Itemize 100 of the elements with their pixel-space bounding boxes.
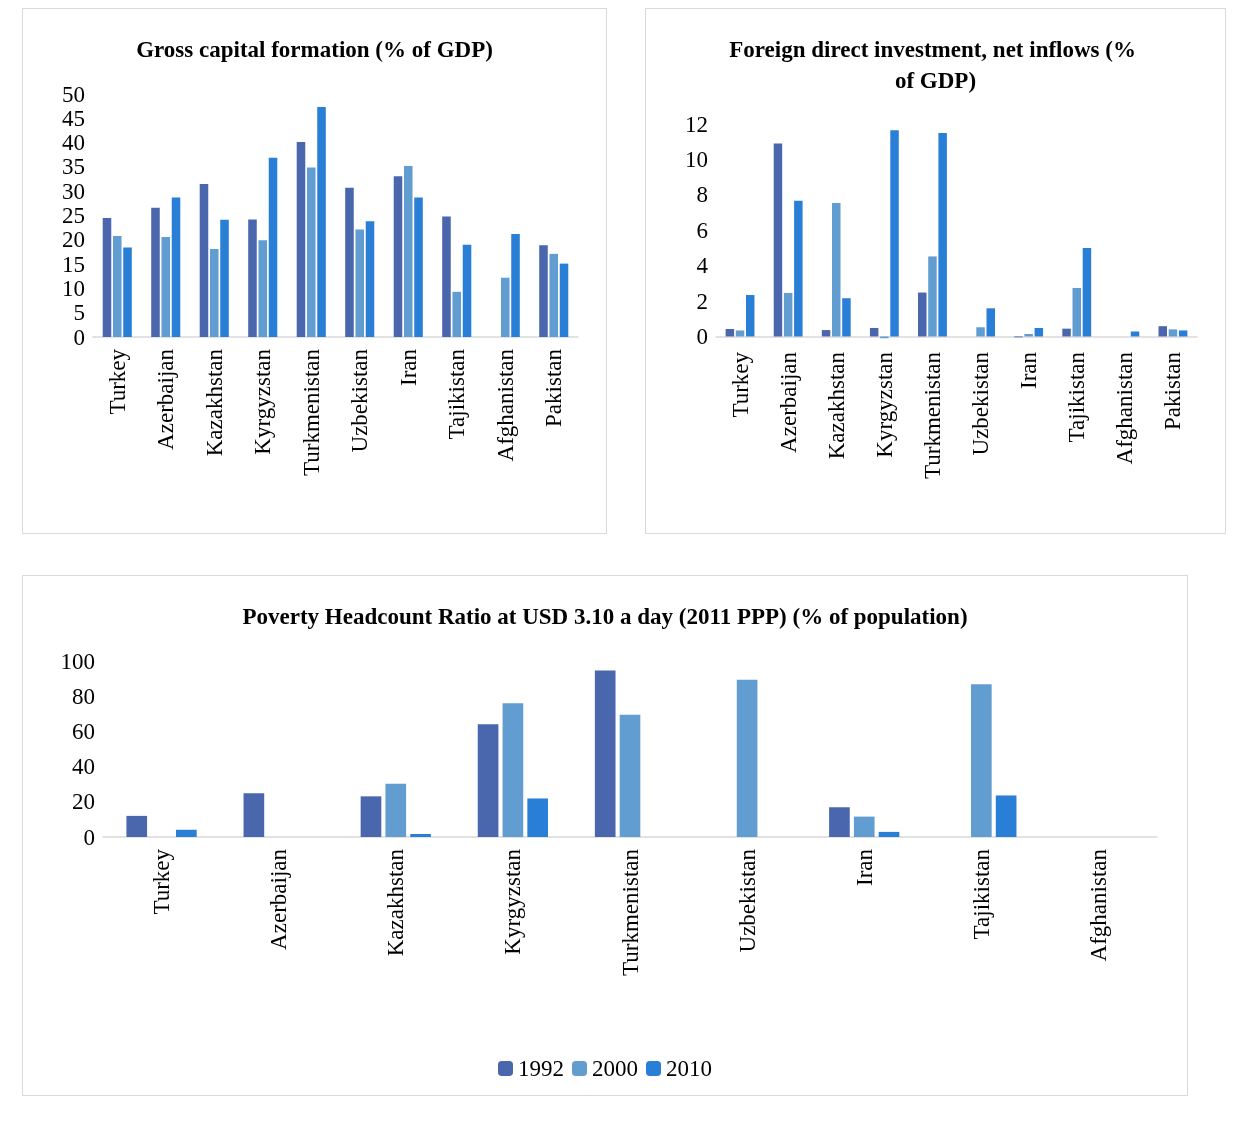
x-tick-label: Iran (395, 348, 421, 387)
x-tick-label: Turkey (149, 848, 175, 915)
y-tick-label: 0 (83, 824, 95, 850)
x-tick-label: Turkey (104, 348, 130, 415)
bar (248, 219, 257, 337)
y-tick-label: 20 (62, 227, 85, 253)
bar (1072, 287, 1081, 337)
bar (385, 783, 407, 837)
y-tick-label: 20 (72, 789, 95, 815)
bar (842, 298, 851, 337)
bar (1082, 247, 1092, 337)
legend-label: 2010 (666, 1056, 712, 1081)
bar (773, 143, 783, 337)
chart-title: Foreign direct investment, net inflows (% of GDP) (729, 37, 1142, 93)
y-tick-label: 5 (73, 300, 85, 326)
y-tick-label: 25 (62, 203, 85, 228)
x-tick-label: Tajikistan (1064, 351, 1090, 443)
y-tick-label: 10 (685, 146, 708, 172)
bar (365, 221, 375, 337)
bar (410, 834, 431, 837)
bar (783, 292, 793, 337)
bar (928, 256, 937, 337)
bar (918, 292, 927, 337)
chart-title: Gross capital formation (% of GDP) (136, 37, 493, 62)
y-tick-label: 35 (62, 154, 85, 180)
y-tick-label: 45 (62, 105, 85, 131)
x-tick-label: Tajikistan (444, 348, 470, 440)
bar (161, 236, 171, 337)
bar (220, 219, 229, 337)
x-tick-label: Pakistan (541, 348, 567, 427)
x-tick-label: Afghanistan (1112, 351, 1138, 465)
x-tick-label: Uzbekistan (968, 351, 994, 456)
chart-title: Poverty Headcount Ratio at USD 3.10 a day (2011 PPP) (% of population) (242, 604, 968, 629)
bar (393, 176, 403, 337)
bar (735, 330, 745, 337)
bar (452, 291, 462, 337)
legend-label: 2000 (592, 1056, 638, 1081)
x-tick-label: Kyrgyzstan (871, 351, 897, 458)
bar (559, 263, 569, 337)
y-tick-label: 2 (696, 288, 708, 314)
bar (1062, 328, 1071, 337)
bar (102, 217, 112, 337)
bar (355, 229, 365, 337)
x-tick-label: Azerbaijan (775, 351, 801, 453)
y-tick-label: 6 (696, 217, 708, 243)
y-tick-label: 40 (72, 754, 95, 780)
bar (539, 245, 548, 337)
y-tick-label: 100 (60, 648, 95, 674)
bar (171, 197, 181, 337)
bar (619, 714, 641, 837)
bar (126, 815, 148, 837)
x-tick-label: Turkmenistan (919, 351, 945, 479)
bar (360, 796, 382, 837)
bar (403, 165, 413, 337)
y-tick-label: 0 (73, 324, 85, 350)
x-tick-label: Pakistan (1160, 351, 1186, 430)
bar (268, 157, 278, 337)
x-tick-label: Turkmenistan (617, 848, 643, 976)
bar (938, 133, 947, 337)
x-tick-label: Turkmenistan (298, 348, 324, 476)
bar (176, 829, 197, 837)
x-tick-label: Kyrgyzstan (500, 848, 526, 955)
bar (878, 831, 900, 837)
bar (995, 795, 1017, 837)
bar (243, 793, 265, 837)
x-tick-label: Tajikistan (968, 848, 994, 940)
y-tick-label: 0 (696, 323, 708, 349)
x-tick-label: Kazakhstan (823, 351, 849, 460)
y-tick-label: 8 (696, 182, 708, 208)
bar (549, 253, 559, 337)
x-tick-label: Turkey (727, 351, 753, 418)
x-tick-label: Afghanistan (1085, 848, 1111, 962)
x-tick-label: Kyrgyzstan (250, 348, 276, 455)
x-tick-label: Iran (1016, 351, 1042, 390)
y-tick-label: 10 (62, 275, 85, 301)
legend-label: 1992 (518, 1056, 564, 1081)
y-tick-label: 40 (62, 130, 85, 156)
bar (345, 187, 354, 337)
bar (829, 807, 850, 837)
bar (151, 207, 160, 337)
y-tick-label: 12 (685, 111, 708, 137)
bar (209, 249, 219, 337)
bar (527, 798, 549, 837)
bar (511, 233, 520, 337)
x-tick-label: Kazakhstan (383, 848, 409, 957)
bar (1158, 326, 1168, 337)
bar (306, 167, 316, 337)
y-tick-label: 30 (62, 178, 85, 204)
bar (477, 724, 499, 837)
bar (258, 240, 268, 337)
bar (317, 107, 326, 337)
bar (971, 684, 992, 837)
bar (976, 327, 985, 337)
y-tick-label: 60 (72, 718, 95, 744)
bar (414, 197, 423, 337)
x-tick-label: Uzbekistan (347, 348, 373, 453)
x-tick-label: Afghanistan (492, 348, 518, 462)
x-tick-label: Azerbaijan (153, 348, 179, 450)
bar (736, 679, 758, 837)
bar (594, 670, 616, 837)
